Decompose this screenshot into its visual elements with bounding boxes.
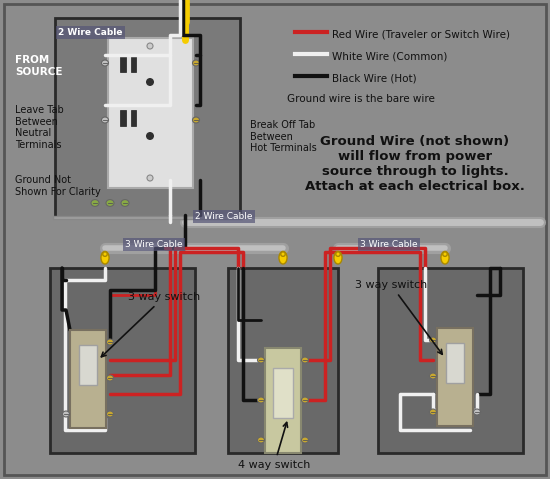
Bar: [108, 38, 193, 188]
Ellipse shape: [257, 437, 265, 443]
Ellipse shape: [107, 411, 113, 417]
Ellipse shape: [102, 60, 108, 66]
Ellipse shape: [257, 357, 265, 363]
Ellipse shape: [430, 409, 437, 415]
Ellipse shape: [192, 60, 200, 66]
Ellipse shape: [91, 200, 99, 206]
Ellipse shape: [121, 200, 129, 206]
Ellipse shape: [301, 397, 309, 403]
Text: 3 Wire Cable: 3 Wire Cable: [125, 240, 183, 249]
Ellipse shape: [334, 251, 342, 264]
Bar: [120, 56, 126, 72]
Ellipse shape: [474, 409, 481, 415]
Ellipse shape: [106, 200, 114, 206]
Bar: [53, 216, 242, 219]
Bar: [265, 348, 301, 453]
Ellipse shape: [101, 251, 109, 264]
Ellipse shape: [430, 337, 437, 343]
Bar: [273, 368, 293, 418]
Ellipse shape: [443, 252, 447, 256]
Ellipse shape: [147, 43, 153, 49]
Text: Leave Tab
Between
Neutral
Terminals: Leave Tab Between Neutral Terminals: [15, 105, 64, 150]
Bar: [131, 56, 136, 72]
Ellipse shape: [430, 373, 437, 379]
Text: 2 Wire Cable: 2 Wire Cable: [58, 28, 123, 37]
Ellipse shape: [192, 117, 200, 123]
Text: Black Wire (Hot): Black Wire (Hot): [332, 73, 417, 83]
Ellipse shape: [102, 117, 108, 123]
Ellipse shape: [63, 411, 69, 417]
Ellipse shape: [441, 251, 449, 264]
Ellipse shape: [146, 132, 154, 140]
Bar: [79, 345, 97, 385]
Bar: [446, 343, 464, 383]
Bar: [378, 268, 523, 453]
Text: White Wire (Common): White Wire (Common): [332, 51, 447, 61]
Text: Ground wire is the bare wire: Ground wire is the bare wire: [287, 94, 435, 104]
Ellipse shape: [107, 375, 113, 381]
Text: Break Off Tab
Between
Hot Terminals: Break Off Tab Between Hot Terminals: [250, 120, 317, 153]
Ellipse shape: [147, 175, 153, 181]
Text: Red Wire (Traveler or Switch Wire): Red Wire (Traveler or Switch Wire): [332, 29, 510, 39]
Bar: [437, 328, 473, 426]
Text: 3 way switch: 3 way switch: [101, 292, 200, 357]
Ellipse shape: [280, 252, 285, 256]
Ellipse shape: [103, 252, 107, 256]
Text: Ground Not
Shown For Clarity: Ground Not Shown For Clarity: [15, 175, 101, 196]
Ellipse shape: [257, 397, 265, 403]
Ellipse shape: [107, 339, 113, 345]
Bar: [70, 330, 106, 428]
Text: Ground Wire (not shown)
will flow from power
source through to lights.
Attach at: Ground Wire (not shown) will flow from p…: [305, 135, 525, 193]
Ellipse shape: [301, 437, 309, 443]
Text: 3 way switch: 3 way switch: [355, 280, 442, 354]
Bar: [120, 110, 126, 126]
Bar: [131, 110, 136, 126]
Text: FROM
SOURCE: FROM SOURCE: [15, 55, 63, 77]
Bar: [50, 268, 195, 453]
Ellipse shape: [301, 357, 309, 363]
Text: 4 way switch: 4 way switch: [238, 422, 310, 470]
Bar: [228, 268, 338, 453]
Ellipse shape: [279, 251, 287, 264]
Bar: [55, 18, 240, 218]
Ellipse shape: [336, 252, 340, 256]
Text: 3 Wire Cable: 3 Wire Cable: [360, 240, 417, 249]
Ellipse shape: [146, 78, 154, 86]
Text: 2 Wire Cable: 2 Wire Cable: [195, 212, 252, 221]
